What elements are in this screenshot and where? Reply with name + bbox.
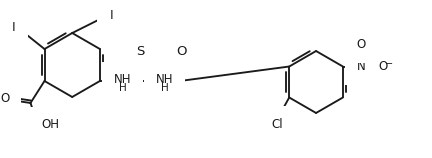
Text: I: I (11, 21, 15, 33)
Text: I: I (109, 9, 113, 21)
Text: O: O (356, 38, 365, 51)
Text: O: O (0, 92, 9, 106)
Text: H: H (161, 83, 169, 93)
Text: H: H (119, 83, 127, 93)
Text: OH: OH (41, 118, 60, 131)
Text: O: O (177, 45, 187, 58)
Text: N: N (356, 60, 365, 73)
Text: O: O (378, 60, 388, 73)
Text: +: + (362, 57, 369, 66)
Text: NH: NH (114, 73, 132, 86)
Text: S: S (136, 45, 144, 58)
Text: Cl: Cl (271, 118, 283, 131)
Text: NH: NH (156, 73, 174, 86)
Text: −: − (385, 58, 393, 69)
